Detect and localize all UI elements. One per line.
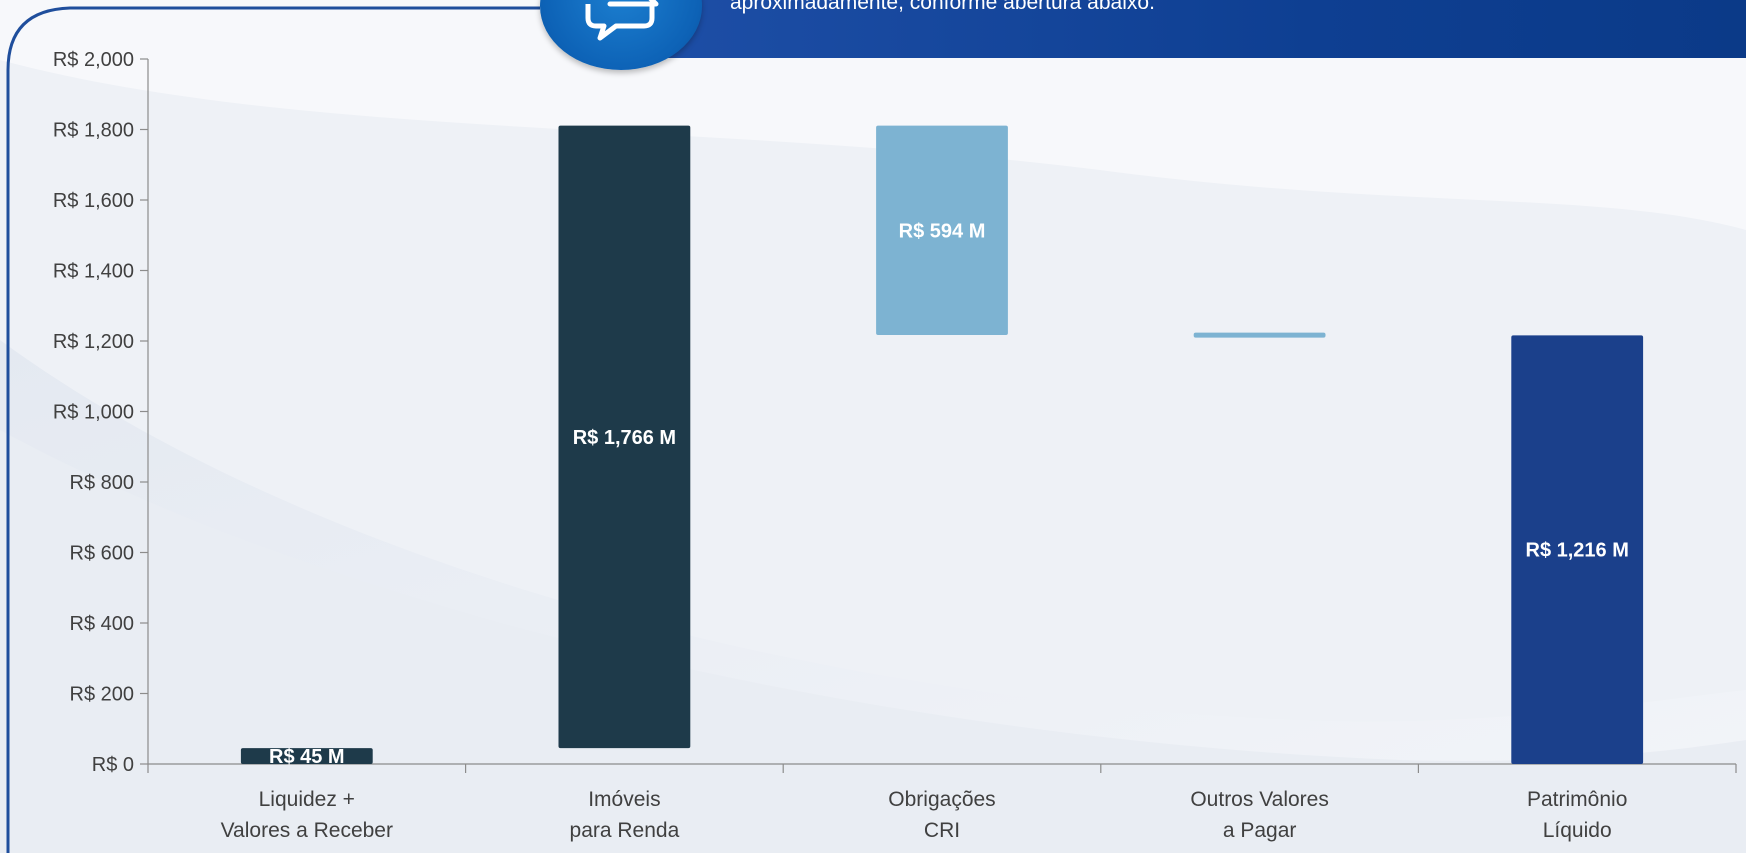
y-tick-label: R$ 2,000 — [53, 49, 134, 71]
y-tick-label: R$ 1,400 — [53, 261, 134, 283]
data-label: R$ 1,216 M — [1526, 540, 1629, 562]
category-label: Liquidez + Valores a Receber — [221, 788, 393, 842]
category-label: Obrigações CRI — [888, 788, 995, 842]
y-tick-label: R$ 800 — [70, 472, 135, 494]
bar — [1193, 332, 1326, 338]
y-tick-label: R$ 200 — [70, 684, 135, 706]
data-label: R$ 45 M — [269, 746, 345, 768]
y-tick-label: R$ 1,200 — [53, 331, 134, 353]
header-banner — [660, 0, 1746, 58]
y-tick-label: R$ 1,000 — [53, 402, 134, 424]
bar — [876, 125, 1008, 336]
y-tick-label: R$ 400 — [70, 613, 135, 635]
data-label: R$ 594 M — [899, 220, 986, 242]
y-tick-label: R$ 1,600 — [53, 190, 134, 212]
chat-exchange-icon — [540, 0, 702, 70]
x-axis: Liquidez + Valores a Receber Imóveis para R… — [147, 763, 1737, 842]
category-label: Outros Valores a Pagar — [1190, 788, 1329, 842]
y-tick-label: R$ 1,800 — [53, 120, 134, 142]
y-tick-label: R$ 0 — [92, 754, 134, 776]
y-tick-label: R$ 600 — [70, 543, 135, 565]
banner-text: aproximadamente, conforme abertura abaix… — [730, 0, 1155, 14]
data-label: R$ 1,766 M — [573, 427, 676, 449]
bar — [558, 125, 691, 749]
category-label: Patrimônio Líquido — [1527, 788, 1627, 842]
y-axis: R$ 0 R$ 200 R$ 400 R$ 600 R$ 800 R$ 1,000 R$ 1… — [53, 49, 149, 776]
bars — [240, 125, 1644, 764]
category-label: Imóveis para Renda — [570, 788, 680, 842]
bar — [1511, 335, 1644, 764]
bar — [240, 748, 373, 764]
data-labels: R$ 45 M R$ 1,766 M R$ 594 M R$ 1,216 M — [269, 220, 1629, 768]
